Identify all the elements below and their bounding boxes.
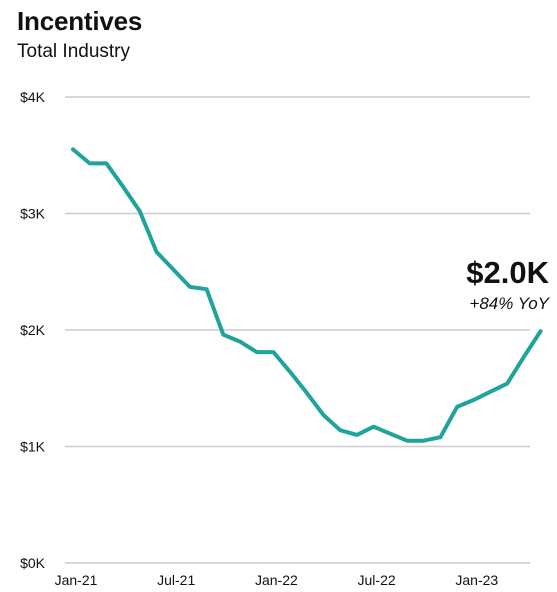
x-tick-label: Jul-22 (358, 572, 396, 588)
x-tick-label: Jan-22 (255, 572, 298, 588)
y-tick-label: $2K (20, 322, 46, 338)
y-tick-label: $0K (20, 555, 46, 571)
callout-yoy-label: +84% YoY (469, 294, 550, 313)
series-line-0 (71, 147, 543, 443)
series-group (71, 147, 543, 443)
chart-subtitle: Total Industry (17, 41, 130, 62)
x-tick-label: Jan-21 (55, 572, 98, 588)
x-tick-label: Jul-21 (157, 572, 195, 588)
x-axis-labels: Jan-21 Jul-21 Jan-22 Jul-22 Jan-23 (55, 572, 499, 588)
y-tick-label: $1K (20, 439, 46, 455)
y-tick-label: $3K (20, 206, 46, 222)
callout-value-label: $2.0K (466, 255, 549, 290)
chart-title: Incentives (17, 6, 143, 36)
gridlines (65, 96, 530, 564)
x-tick-label: Jan-23 (455, 572, 498, 588)
y-axis-labels: $0K $1K $2K $3K $4K (20, 89, 46, 571)
y-tick-label: $4K (20, 89, 46, 105)
